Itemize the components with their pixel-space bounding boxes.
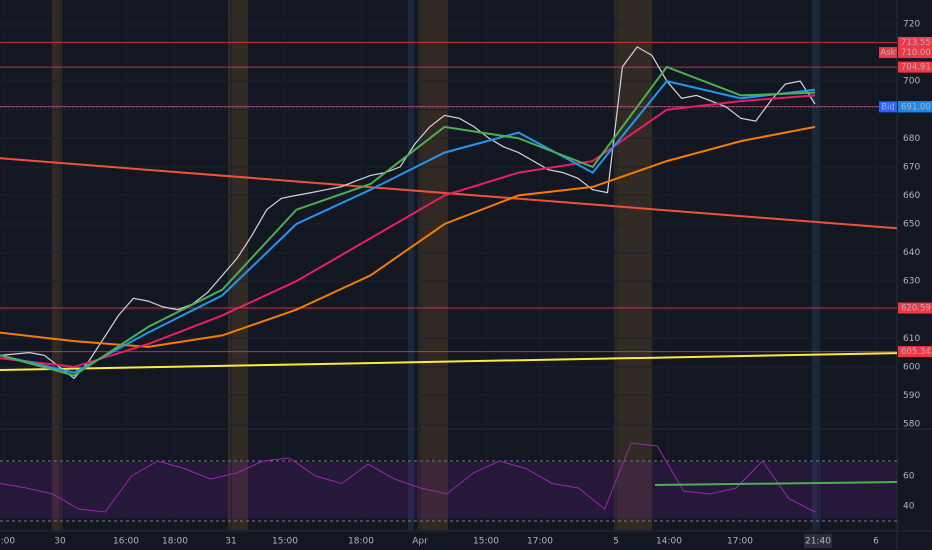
y-tick-label: 680 (903, 134, 920, 144)
price-tag-bg (898, 47, 932, 59)
rsi-band (0, 462, 897, 518)
y-tick-label: 700 (903, 77, 920, 87)
price-tag-bg (898, 36, 932, 48)
y-tick-label: 720 (903, 20, 920, 30)
trendline (0, 352, 898, 371)
y-tick-label: 670 (903, 162, 920, 172)
price-tag: 710.00 Ask (879, 47, 932, 59)
price-tag-label: 713.55 (901, 38, 931, 48)
session-band (812, 0, 820, 530)
x-tick-label: 8:00 (0, 537, 15, 547)
session-band (614, 0, 652, 530)
x-tick-label: Apr (412, 537, 428, 547)
time-highlight (804, 534, 832, 548)
rsi-tick-label: 60 (903, 472, 915, 482)
price-tag-bg (898, 61, 932, 73)
price-tag-label: 691.00 (901, 102, 931, 112)
session-band (418, 0, 448, 530)
x-tick-label: 15:00 (473, 537, 499, 547)
price-tag-label: 710.00 (901, 48, 931, 58)
session-band (408, 0, 414, 530)
x-tick-label: 16:00 (113, 537, 139, 547)
rsi-tick-label: 40 (903, 502, 915, 512)
y-tick-label: 600 (903, 362, 920, 372)
x-tick-label: 15:00 (272, 537, 298, 547)
y-tick-label: 610 (903, 334, 920, 344)
price-tag: 620.59 (898, 302, 932, 314)
price-tag-label: 704.91 (901, 63, 931, 73)
price-tag-bg (898, 302, 932, 314)
y-tick-label: 590 (903, 391, 920, 401)
price-tag-label: 620.59 (901, 304, 931, 314)
rsi-trendline (654, 481, 898, 487)
session-bands (52, 0, 820, 530)
x-tick-label: 18:00 (162, 537, 188, 547)
x-tick-label: 14:00 (656, 537, 682, 547)
session-band (228, 0, 248, 530)
y-tick-label: 650 (903, 220, 920, 230)
y-tick-label: 630 (903, 277, 920, 287)
x-tick-label: 30 (54, 537, 66, 547)
series-line (0, 125, 816, 348)
price-tag: 605.34 (898, 346, 932, 358)
price-tag-bg (898, 346, 932, 358)
series-line (0, 442, 816, 513)
price-tag-side (879, 47, 897, 59)
price-tag: 713.55 (898, 36, 932, 48)
x-tick-label: 21:40 (805, 537, 831, 547)
price-tag: 704.91 (898, 61, 932, 73)
x-tick-label: 18:00 (348, 537, 374, 547)
price-tag-kind: Ask (880, 48, 895, 58)
y-tick-label: 660 (903, 191, 920, 201)
x-tick-label: 6 (873, 537, 879, 547)
y-tick-label: 640 (903, 248, 920, 258)
y-tick-label: 580 (903, 420, 920, 430)
price-tag-bg (898, 101, 932, 113)
series-line (0, 94, 816, 368)
x-tick-label: 31 (225, 537, 236, 547)
x-tick-label: 17:00 (527, 537, 553, 547)
price-tag: 691.00 (898, 101, 932, 113)
x-tick-label: 17:00 (727, 537, 753, 547)
price-tag-label: 605.34 (901, 347, 931, 357)
series-line (0, 65, 816, 377)
session-band (52, 0, 62, 530)
series-line (0, 79, 816, 374)
x-tick-label: 5 (613, 537, 619, 547)
